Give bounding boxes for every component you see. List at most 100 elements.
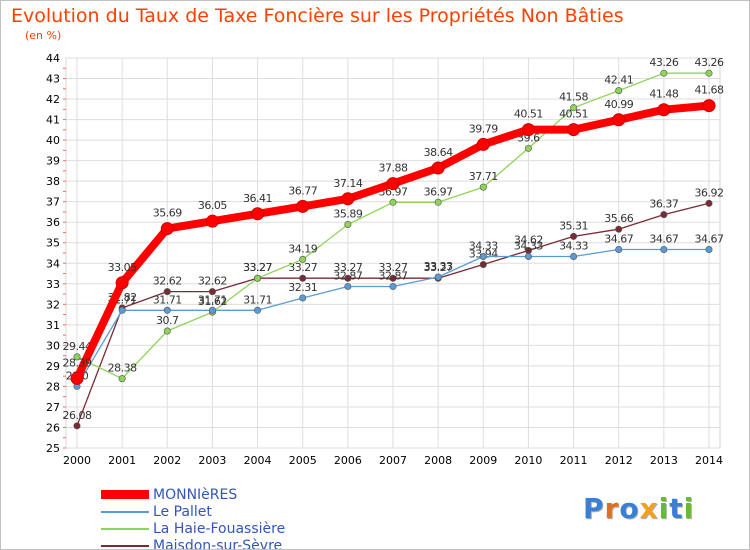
legend-label: Maisdon-sur-Sèvre bbox=[153, 537, 283, 550]
data-point bbox=[299, 255, 307, 263]
data-label: 28.39 bbox=[63, 356, 92, 369]
data-label: 39.79 bbox=[469, 122, 498, 135]
x-tick-label: 2014 bbox=[695, 454, 723, 467]
data-label: 31.71 bbox=[153, 293, 182, 306]
data-label: 33.27 bbox=[288, 261, 317, 274]
data-point bbox=[344, 282, 352, 290]
y-tick-label: 33 bbox=[46, 278, 60, 291]
y-tick-label: 35 bbox=[46, 237, 60, 250]
data-point bbox=[73, 353, 81, 361]
data-label: 43.26 bbox=[695, 56, 724, 69]
data-label: 36.92 bbox=[695, 186, 724, 199]
x-tick-label: 2013 bbox=[650, 454, 678, 467]
data-label: 34.67 bbox=[695, 233, 724, 246]
y-tick-label: 29 bbox=[46, 360, 60, 373]
data-label: 32.31 bbox=[288, 281, 317, 294]
data-point bbox=[163, 306, 171, 314]
data-label: 33.33 bbox=[424, 260, 453, 273]
x-tick-label: 2000 bbox=[63, 454, 91, 467]
x-tick-label: 2008 bbox=[424, 454, 452, 467]
legend-label: MONNIèRES bbox=[153, 486, 238, 503]
data-point bbox=[118, 306, 126, 314]
data-point bbox=[386, 177, 400, 191]
data-point bbox=[570, 104, 578, 112]
data-label: 36.41 bbox=[243, 192, 272, 205]
data-label: 31.71 bbox=[243, 293, 272, 306]
x-tick-label: 2007 bbox=[379, 454, 407, 467]
y-tick-label: 37 bbox=[46, 196, 60, 209]
x-tick-label: 2005 bbox=[289, 454, 317, 467]
x-tick-label: 2006 bbox=[334, 454, 362, 467]
legend-item: Maisdon-sur-Sèvre bbox=[101, 537, 285, 550]
data-label: 32.87 bbox=[333, 269, 362, 282]
x-tick-label: 2010 bbox=[514, 454, 542, 467]
x-tick-label: 2011 bbox=[560, 454, 588, 467]
x-tick-label: 2001 bbox=[108, 454, 136, 467]
y-tick-label: 41 bbox=[46, 114, 60, 127]
data-label: 29.44 bbox=[63, 340, 92, 353]
y-tick-label: 32 bbox=[46, 298, 60, 311]
data-point bbox=[299, 274, 307, 282]
x-tick-label: 2003 bbox=[198, 454, 226, 467]
legend-item: Le Pallet bbox=[101, 503, 285, 520]
data-point bbox=[163, 288, 171, 296]
y-tick-label: 25 bbox=[46, 442, 60, 455]
legend-item: MONNIèRES bbox=[101, 486, 285, 503]
data-point bbox=[524, 144, 532, 152]
chart-title: Evolution du Taux de Taxe Foncière sur l… bbox=[11, 5, 624, 27]
y-tick-label: 42 bbox=[46, 93, 60, 106]
proxiti-logo: Proxiti bbox=[583, 492, 695, 525]
y-tick-label: 30 bbox=[46, 339, 60, 352]
data-label: 37.88 bbox=[379, 162, 408, 175]
data-point bbox=[612, 113, 626, 127]
data-label: 41.58 bbox=[559, 91, 588, 104]
data-point bbox=[70, 371, 84, 385]
data-point bbox=[434, 198, 442, 206]
data-label: 34.62 bbox=[514, 234, 543, 247]
y-tick-label: 28 bbox=[46, 380, 60, 393]
y-tick-label: 39 bbox=[46, 155, 60, 168]
data-label: 34.67 bbox=[604, 233, 633, 246]
data-label: 42.41 bbox=[604, 74, 633, 87]
data-label: 43.26 bbox=[649, 56, 678, 69]
y-tick-label: 27 bbox=[46, 401, 60, 414]
data-point bbox=[657, 103, 671, 117]
data-label: 34.19 bbox=[288, 242, 317, 255]
data-label: 34.33 bbox=[559, 239, 588, 252]
data-label: 26.08 bbox=[63, 409, 92, 422]
data-label: 32.87 bbox=[379, 269, 408, 282]
data-point bbox=[254, 306, 262, 314]
data-point bbox=[570, 232, 578, 240]
data-label: 33.05 bbox=[108, 261, 137, 274]
data-point bbox=[479, 260, 487, 268]
data-label: 37.14 bbox=[333, 177, 362, 190]
legend-swatch bbox=[101, 527, 149, 530]
data-point bbox=[524, 252, 532, 260]
data-label: 34.67 bbox=[649, 233, 678, 246]
x-tick-label: 2002 bbox=[153, 454, 181, 467]
data-label: 37.71 bbox=[469, 170, 498, 183]
data-point bbox=[521, 123, 535, 137]
data-point bbox=[73, 422, 81, 430]
data-label: 40.51 bbox=[514, 108, 543, 121]
y-tick-label: 40 bbox=[46, 134, 60, 147]
y-tick-label: 38 bbox=[46, 175, 60, 188]
data-point bbox=[341, 192, 355, 206]
data-label: 33.27 bbox=[243, 261, 272, 274]
data-point bbox=[660, 246, 668, 254]
data-point bbox=[615, 225, 623, 233]
y-tick-label: 36 bbox=[46, 216, 60, 229]
chart-subtitle: (en %) bbox=[25, 29, 62, 42]
data-point bbox=[389, 274, 397, 282]
data-label: 34.33 bbox=[469, 239, 498, 252]
data-label: 28.38 bbox=[108, 362, 137, 375]
data-point bbox=[254, 274, 262, 282]
legend-label: Le Pallet bbox=[153, 503, 212, 520]
data-point bbox=[208, 288, 216, 296]
data-label: 41.68 bbox=[695, 84, 724, 97]
data-label: 33.27 bbox=[424, 261, 453, 274]
data-label: 36.97 bbox=[424, 185, 453, 198]
x-tick-label: 2004 bbox=[244, 454, 272, 467]
